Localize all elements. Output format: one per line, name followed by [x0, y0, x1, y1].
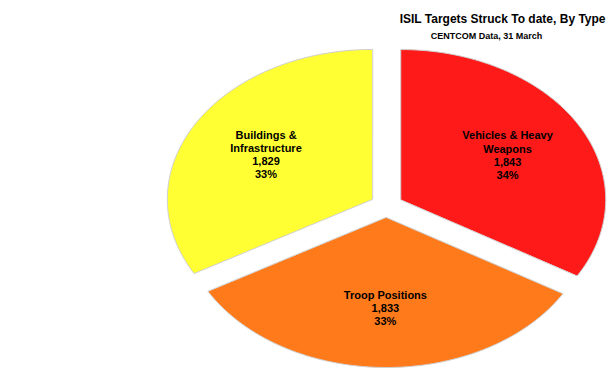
- svg-text:Vehicles & HeavyWeapons1,84334: Vehicles & HeavyWeapons1,84334%: [462, 129, 553, 181]
- svg-text:Troop Positions1,83333%: Troop Positions1,83333%: [344, 289, 427, 327]
- svg-text:CENTCOM Data, 31 March: CENTCOM Data, 31 March: [431, 31, 543, 41]
- svg-text:Buildings &Infrastructure1,829: Buildings &Infrastructure1,82933%: [230, 129, 302, 181]
- svg-text:ISIL Targets Struck To date, B: ISIL Targets Struck To date, By Type: [400, 12, 606, 26]
